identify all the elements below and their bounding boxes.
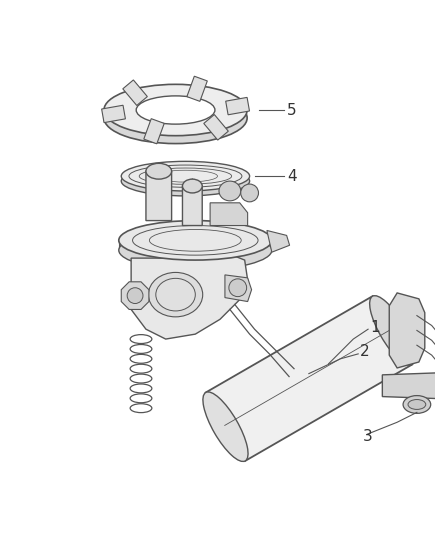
Ellipse shape (183, 179, 202, 193)
Ellipse shape (119, 221, 272, 260)
Polygon shape (206, 296, 412, 461)
Polygon shape (210, 203, 247, 225)
Polygon shape (144, 119, 164, 144)
Ellipse shape (119, 230, 272, 270)
Polygon shape (131, 254, 247, 339)
Text: 1: 1 (370, 320, 380, 335)
Text: 5: 5 (287, 102, 297, 117)
Polygon shape (146, 163, 172, 221)
Ellipse shape (219, 181, 241, 201)
Polygon shape (119, 240, 272, 250)
Polygon shape (226, 98, 250, 115)
Ellipse shape (148, 272, 203, 317)
Polygon shape (382, 373, 438, 399)
Ellipse shape (241, 184, 258, 202)
Ellipse shape (104, 84, 247, 136)
Polygon shape (187, 76, 207, 101)
Ellipse shape (408, 400, 426, 409)
Ellipse shape (121, 161, 250, 191)
Polygon shape (389, 293, 425, 368)
Ellipse shape (136, 96, 215, 124)
Polygon shape (102, 105, 125, 123)
Text: 2: 2 (360, 344, 370, 359)
Ellipse shape (104, 92, 247, 143)
Ellipse shape (156, 278, 195, 311)
Text: 4: 4 (287, 168, 297, 184)
Polygon shape (225, 275, 251, 302)
Ellipse shape (403, 395, 431, 414)
Ellipse shape (229, 279, 247, 296)
Ellipse shape (203, 392, 248, 462)
Ellipse shape (121, 166, 250, 196)
Polygon shape (204, 115, 228, 140)
Ellipse shape (127, 288, 143, 303)
Polygon shape (121, 282, 149, 310)
Polygon shape (267, 230, 290, 252)
Polygon shape (183, 179, 202, 225)
Ellipse shape (146, 163, 172, 179)
Ellipse shape (370, 296, 415, 365)
Text: 3: 3 (363, 429, 372, 443)
Polygon shape (123, 80, 147, 106)
